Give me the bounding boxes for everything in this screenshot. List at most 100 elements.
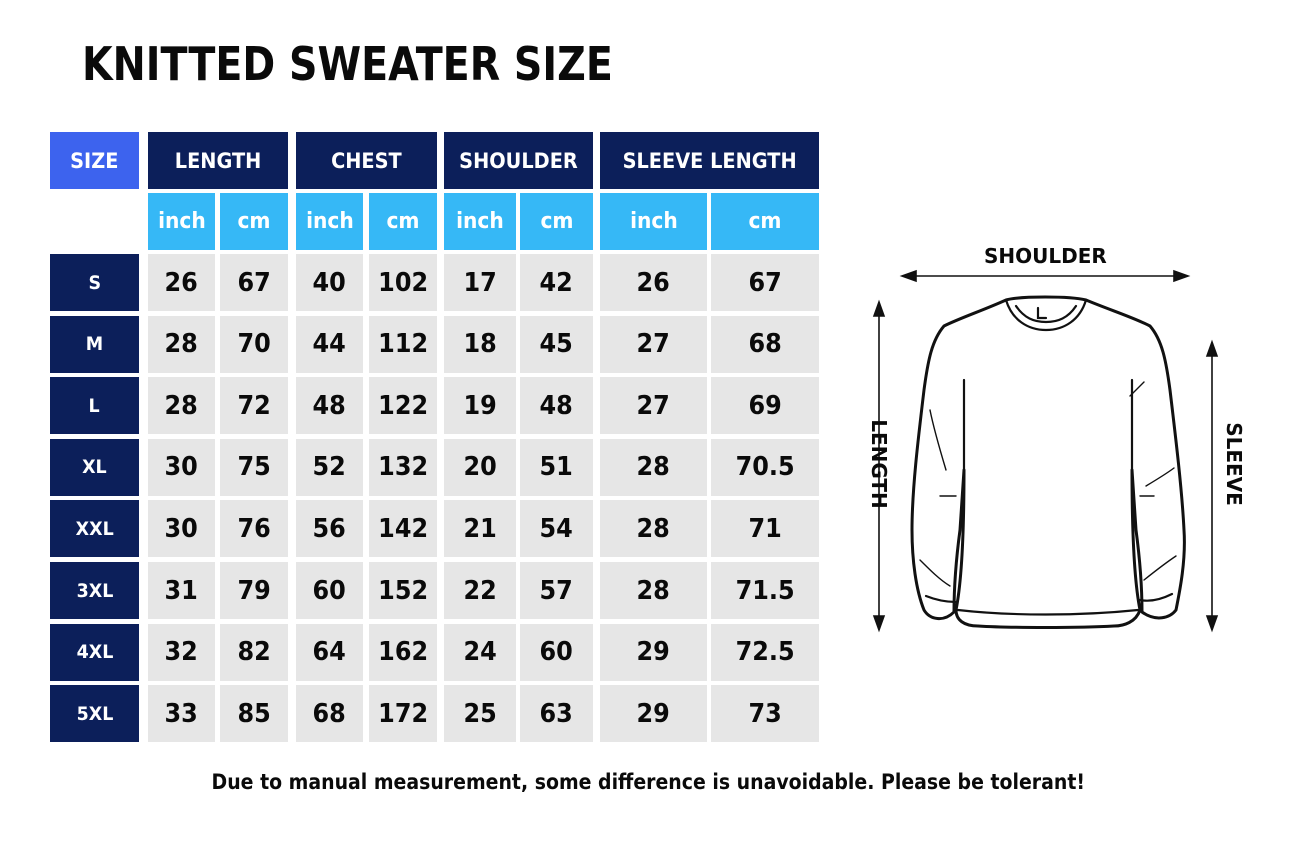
measurement-value: 122 (378, 390, 428, 421)
column-group-chest: CHEST (296, 132, 437, 189)
measurement-cell: 73 (711, 685, 819, 743)
measurement-value: 48 (539, 390, 574, 421)
measurement-value: 68 (312, 698, 347, 729)
measurement-value: 20 (463, 452, 497, 483)
measurement-cell: 60 (520, 623, 593, 681)
measurement-cell: 52 (296, 438, 363, 496)
size-label-text: 5XL (76, 702, 113, 725)
column-group-sleeve-length: SLEEVE LENGTH (600, 132, 819, 189)
measurement-cell: 122 (369, 377, 437, 435)
measurement-cell: 33 (148, 685, 215, 743)
shoulder-label: SHOULDER (984, 244, 1107, 268)
measurement-value: 71.5 (735, 575, 795, 606)
measurement-value: 27 (636, 329, 671, 360)
measurement-value: 32 (164, 637, 199, 668)
measurement-value: 44 (312, 329, 347, 360)
measurement-cell: 26 (600, 254, 707, 311)
measurement-cell: 32 (148, 623, 215, 681)
size-label: XXL (50, 500, 139, 558)
measurement-value: 132 (378, 452, 428, 483)
measurement-value: 29 (636, 698, 671, 729)
measurement-value: 45 (539, 329, 574, 360)
measurement-value: 29 (636, 637, 671, 668)
size-label: 3XL (50, 562, 139, 619)
measurement-cell: 19 (444, 377, 516, 435)
unit-header-cm: cm (711, 193, 819, 250)
sleeve-label: SLEEVE (1221, 422, 1246, 506)
unit-label: inch (157, 209, 206, 234)
measurement-value: 162 (378, 637, 428, 668)
measurement-cell: 68 (711, 315, 819, 373)
measurement-cell: 29 (600, 623, 707, 681)
unit-label: cm (237, 209, 271, 234)
measurement-cell: 56 (296, 500, 363, 558)
page-title: KNITTED SWEATER SIZE (82, 37, 613, 91)
measurement-cell: 27 (600, 315, 707, 373)
size-label-text: XL (82, 456, 107, 479)
size-label-text: 4XL (76, 641, 113, 664)
measurement-value: 26 (164, 267, 199, 298)
unit-header-cm: cm (369, 193, 437, 250)
measurement-cell: 30 (148, 438, 215, 496)
size-label-text: S (88, 271, 101, 294)
measurement-cell: 51 (520, 438, 593, 496)
measurement-value: 63 (539, 698, 574, 729)
measurement-value: 48 (312, 390, 347, 421)
measurement-value: 27 (636, 390, 671, 421)
measurement-cell: 69 (711, 377, 819, 435)
measurement-cell: 28 (600, 438, 707, 496)
column-group-length: LENGTH (148, 132, 288, 189)
measurement-value: 69 (748, 390, 782, 421)
measurement-value: 152 (378, 575, 428, 606)
measurement-value: 19 (463, 390, 497, 421)
measurement-value: 54 (539, 513, 574, 544)
measurement-cell: 142 (369, 500, 437, 558)
measurement-cell: 30 (148, 500, 215, 558)
measurement-cell: 63 (520, 685, 593, 743)
size-label-text: L (88, 394, 101, 417)
measurement-cell: 72 (220, 377, 288, 435)
group-header-label: SHOULDER (459, 148, 578, 173)
measurement-cell: 152 (369, 562, 437, 619)
measurement-value: 112 (378, 329, 428, 360)
measurement-value: 76 (237, 513, 271, 544)
measurement-value: 172 (378, 698, 428, 729)
measurement-value: 75 (237, 452, 271, 483)
measurement-cell: 48 (520, 377, 593, 435)
measurement-cell: 17 (444, 254, 516, 311)
measurement-cell: 29 (600, 685, 707, 743)
measurement-cell: 70.5 (711, 438, 819, 496)
measurement-value: 42 (539, 267, 574, 298)
unit-header-inch: inch (148, 193, 215, 250)
measurement-value: 72.5 (735, 637, 795, 668)
unit-header-inch: inch (296, 193, 363, 250)
measurement-cell: 71.5 (711, 562, 819, 619)
measurement-cell: 76 (220, 500, 288, 558)
measurement-disclaimer: Due to manual measurement, some differen… (0, 770, 1296, 794)
measurement-value: 17 (463, 267, 497, 298)
measurement-value: 72 (237, 390, 271, 421)
unit-label: cm (386, 209, 420, 234)
measurement-value: 56 (312, 513, 347, 544)
measurement-cell: 68 (296, 685, 363, 743)
group-header-label: CHEST (331, 148, 402, 173)
measurement-value: 28 (636, 452, 671, 483)
unit-header-cm: cm (220, 193, 288, 250)
measurement-cell: 172 (369, 685, 437, 743)
measurement-value: 30 (164, 452, 199, 483)
measurement-value: 67 (237, 267, 271, 298)
measurement-cell: 85 (220, 685, 288, 743)
measurement-value: 57 (539, 575, 574, 606)
measurement-value: 51 (539, 452, 574, 483)
measurement-value: 28 (636, 575, 671, 606)
measurement-cell: 21 (444, 500, 516, 558)
unit-label: inch (305, 209, 354, 234)
measurement-cell: 71 (711, 500, 819, 558)
unit-label: inch (629, 209, 678, 234)
measurement-value: 24 (463, 637, 497, 668)
size-label: 4XL (50, 623, 139, 681)
measurement-cell: 28 (148, 377, 215, 435)
sweater-outline-icon (872, 269, 1219, 633)
measurement-value: 22 (463, 575, 497, 606)
measurement-cell: 57 (520, 562, 593, 619)
